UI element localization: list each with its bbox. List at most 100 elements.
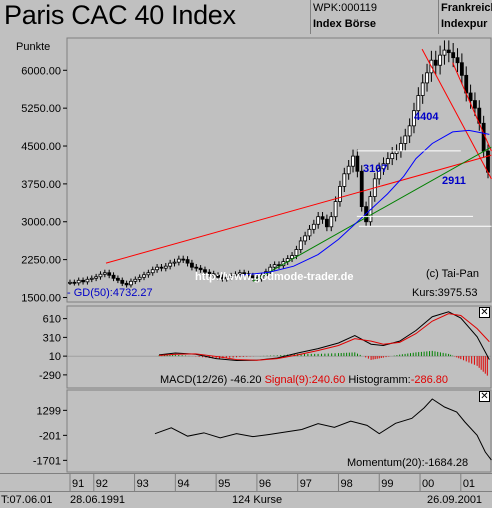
price-ytick-label: 4500.00 — [21, 141, 61, 153]
price-candle — [468, 92, 473, 101]
momentum-ytick-label: -201 — [39, 430, 61, 442]
price-candle — [72, 281, 77, 284]
close-icon-momentum[interactable]: ✕ — [479, 391, 490, 402]
price-candle — [242, 272, 247, 275]
price-candle — [163, 265, 168, 269]
gd-label: - GD(50):4732.27 — [67, 287, 153, 299]
price-candle — [172, 261, 177, 264]
price-candle — [316, 216, 321, 225]
price-candle — [420, 82, 425, 96]
exchange-label: Index Börse — [313, 18, 376, 30]
price-candle — [272, 264, 277, 268]
price-candle — [250, 275, 255, 279]
price-candle — [290, 255, 294, 260]
price-plot-frame — [66, 37, 492, 303]
price-candle — [407, 125, 412, 137]
price-candle — [320, 216, 325, 220]
price-candle — [425, 72, 429, 84]
url-text[interactable]: http://www.godmode-trader.de — [195, 271, 354, 283]
price-candle — [451, 52, 456, 59]
macd-plot-frame — [66, 305, 492, 389]
price-candle — [311, 223, 316, 230]
price-candle — [303, 235, 308, 242]
year-axis: 91 92 93 94 95 96 97 98 99 00 01 — [0, 473, 492, 492]
kurs-label: Kurs:3975.53 — [412, 287, 478, 299]
price-candle — [107, 272, 112, 276]
year-label: 92 — [96, 478, 108, 490]
annotation-3107: 3107 — [363, 163, 388, 175]
price-candle — [229, 275, 234, 278]
price-candle — [190, 262, 194, 268]
price-candle — [438, 54, 443, 66]
price-candle — [85, 278, 90, 283]
year-label: 00 — [422, 478, 434, 490]
gd50-line — [240, 129, 490, 276]
price-candle — [298, 240, 303, 250]
macd-chart: 610 310 10 -290 — [39, 305, 492, 389]
macd-panel: 610 310 10 -290 ✕ MACD(12/26) -46.20 Signal… — [0, 305, 492, 389]
macd-line — [158, 311, 490, 362]
count-label: 124 Kurse — [232, 494, 283, 506]
footer-left-label: T:07.06.01 — [1, 494, 53, 506]
year-label: 95 — [218, 478, 230, 490]
price-candle — [168, 262, 173, 267]
price-candle — [385, 158, 390, 165]
price-candle — [220, 276, 225, 280]
price-candle — [294, 249, 299, 256]
price-candle — [146, 272, 151, 276]
price-candle — [98, 273, 103, 278]
wpk-label: WPK:000119 — [313, 2, 378, 14]
price-candle — [211, 273, 216, 276]
price-candle — [207, 271, 212, 275]
unit-label: Punkte — [16, 41, 51, 53]
year-label: 96 — [259, 478, 271, 490]
macd-ytick-label: 610 — [43, 314, 61, 326]
year-label: 93 — [137, 478, 149, 490]
price-candle — [155, 266, 159, 271]
chart-title: Paris CAC 40 Index — [4, 0, 236, 30]
trendline-red-long — [105, 154, 492, 264]
price-candle — [194, 266, 199, 269]
signal-line — [158, 313, 490, 361]
price-candle — [403, 135, 408, 144]
price-ytick-label: 1500.00 — [21, 292, 61, 304]
price-candle — [342, 173, 347, 187]
price-candle — [351, 155, 355, 167]
price-candle — [120, 279, 125, 284]
year-label: 01 — [463, 478, 475, 490]
market-info: Frankreich Indexpur — [438, 0, 492, 34]
price-candle — [68, 281, 72, 284]
macd-label: MACD(12/26) -46.20 Signal(9):240.60 Hist… — [160, 374, 448, 386]
momentum-chart: 1299 -201 -1701 — [33, 389, 492, 473]
price-candle — [224, 276, 229, 280]
macd-value-label: MACD(12/26) -46.20 — [160, 374, 262, 386]
price-candle — [416, 95, 421, 112]
histogram-value: -286.80 — [410, 374, 449, 386]
momentum-line — [154, 398, 492, 461]
macd-ytick-label: -290 — [39, 370, 61, 382]
price-candle — [142, 274, 146, 278]
close-icon-macd[interactable]: ✕ — [479, 307, 490, 318]
price-candle — [446, 49, 451, 54]
price-panel: 1500.00 2250.00 3000.00 3750.00 4500.00 5250.… — [0, 36, 492, 304]
price-ytick-label: 6000.00 — [21, 65, 61, 77]
price-candle — [185, 259, 190, 264]
price-candle — [111, 274, 116, 279]
price-candle — [137, 276, 142, 280]
price-candle — [133, 278, 138, 282]
price-candle — [76, 279, 81, 284]
trendline-red-down — [421, 48, 492, 180]
index-type-label: Indexpur — [441, 18, 488, 30]
price-candle — [486, 150, 490, 173]
price-ytick-label: 3750.00 — [21, 179, 61, 191]
price-candle — [433, 59, 438, 66]
price-candle — [89, 277, 94, 280]
price-candle — [150, 269, 155, 274]
price-candle — [459, 62, 464, 76]
price-candle — [324, 218, 329, 228]
year-label: 99 — [381, 478, 393, 490]
year-axis-svg: 91 92 93 94 95 96 97 98 99 00 01 — [69, 474, 475, 491]
price-candle — [115, 277, 120, 281]
annotation-4404: 4404 — [414, 111, 439, 123]
price-candle — [233, 273, 238, 277]
